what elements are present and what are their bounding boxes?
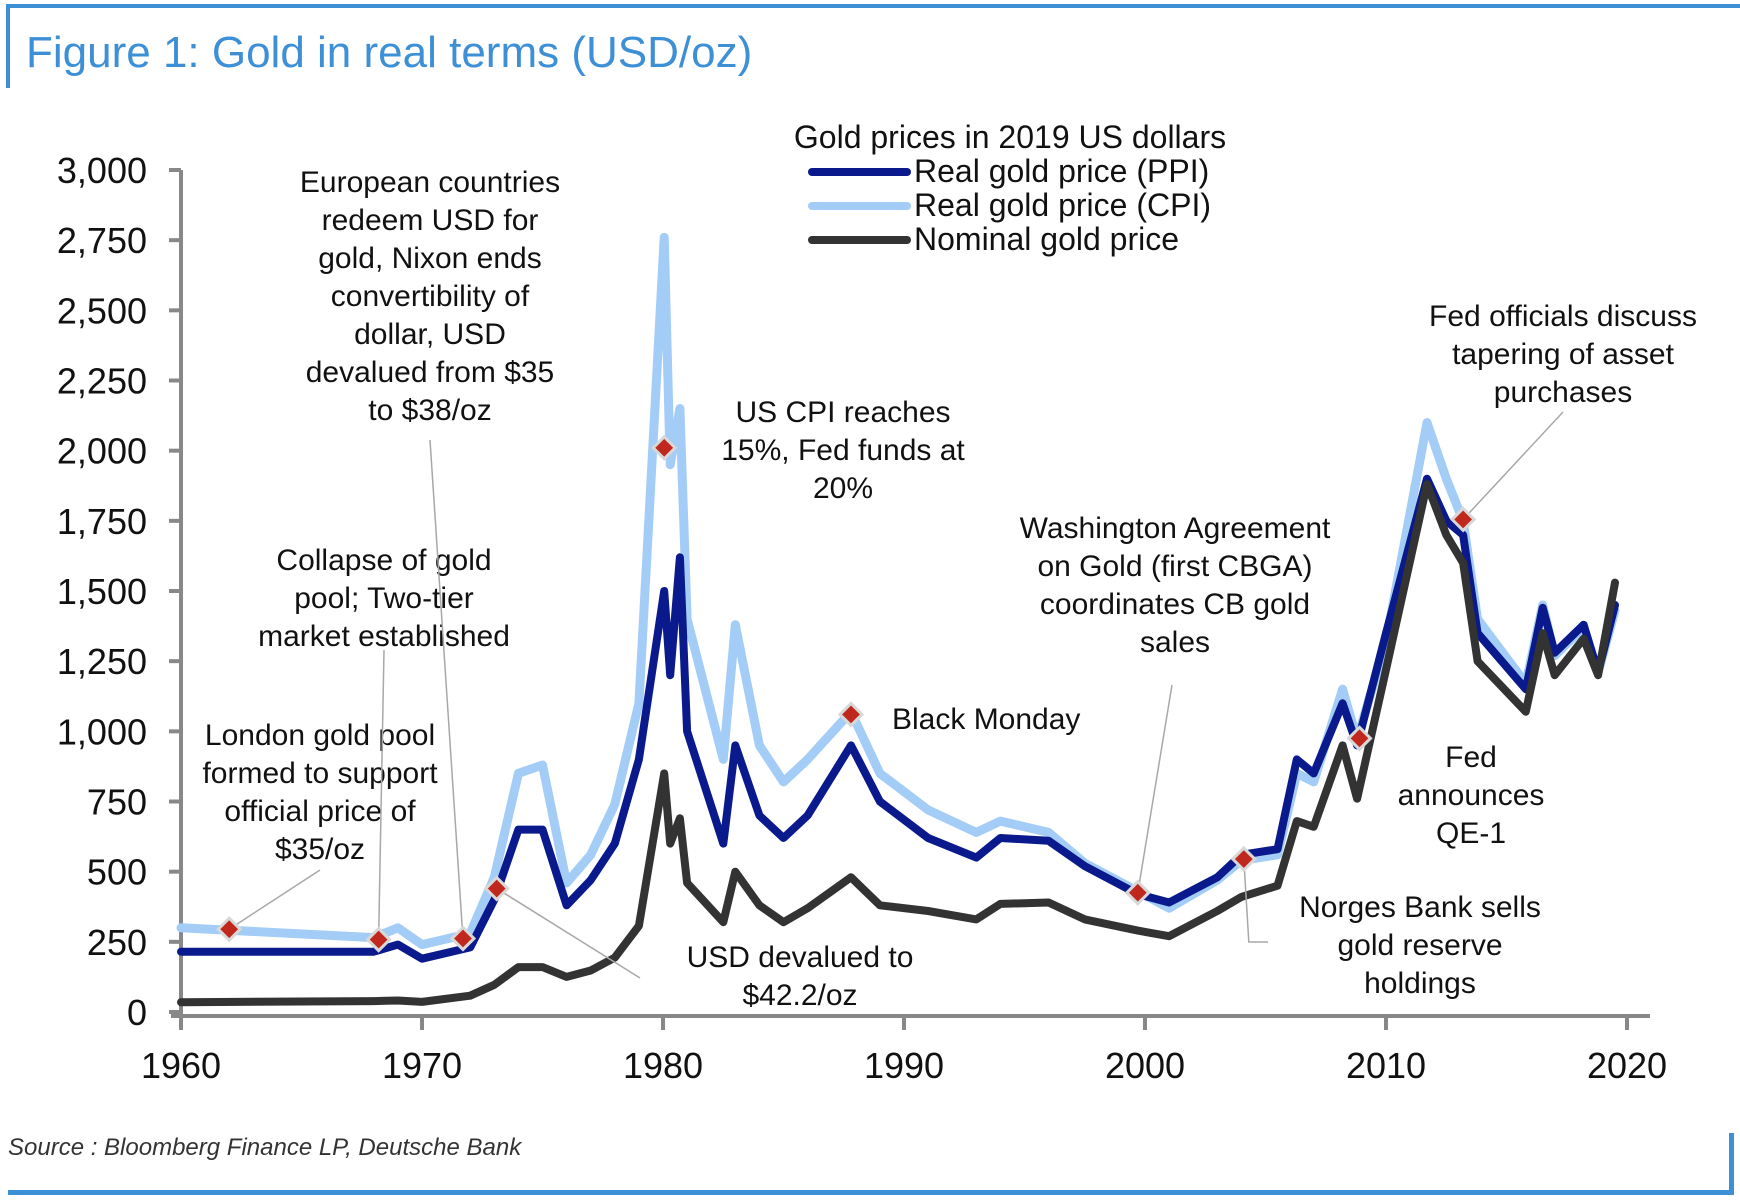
annotation-leader-line (377, 649, 385, 940)
y-tick-label: 1,500 (57, 571, 147, 612)
legend-item-real-cpi-label: Real gold price (CPI) (914, 187, 1211, 223)
annotation-line: Norges Bank sells (1299, 891, 1541, 924)
x-tick-label: 1970 (382, 1045, 462, 1086)
annotation-leader-line (1462, 411, 1564, 520)
annotation-line: announces (1398, 779, 1545, 812)
annotation-line: European countries (300, 166, 560, 199)
legend-title: Gold prices in 2019 US dollars (794, 119, 1226, 155)
annotation-line: market established (258, 620, 510, 653)
annotation-line: Fed (1445, 741, 1497, 774)
y-tick-label: 1,250 (57, 641, 147, 682)
frame-bottom-border (8, 1190, 1734, 1195)
y-tick-label: 2,500 (57, 290, 147, 331)
annotation-leader-line (228, 869, 321, 930)
annotation-line: formed to support (202, 757, 438, 790)
annotation-leader-line (1243, 858, 1268, 943)
y-tick-label: 3,000 (57, 150, 147, 191)
x-tick-label: 2000 (1105, 1045, 1185, 1086)
annotation-line: to $38/oz (368, 394, 491, 427)
annotation-leader-line (1137, 684, 1173, 893)
annotation-line: holdings (1364, 967, 1476, 1000)
annotation-line: Collapse of gold (276, 544, 491, 577)
annotation-line: London gold pool (205, 719, 435, 752)
x-tick-label: 1990 (864, 1045, 944, 1086)
series-line-nominal (177, 480, 1619, 1007)
annotation-line: coordinates CB gold (1040, 588, 1310, 621)
event-marker (1449, 506, 1477, 533)
annotation-line: USD devalued to (687, 941, 914, 974)
annotation-label: Norges Bank sells gold reserve holdings (1299, 891, 1541, 1000)
annotation-line: on Gold (first CBGA) (1037, 550, 1312, 583)
y-tick-label: 2,750 (57, 220, 147, 261)
annotation-line: US CPI reaches (735, 396, 950, 429)
annotation-line: QE-1 (1436, 817, 1506, 850)
y-tick-label: 0 (127, 992, 147, 1033)
annotation-leader-line (429, 439, 464, 939)
event-marker (216, 916, 243, 943)
event-marker (1346, 725, 1373, 752)
event-marker (1230, 845, 1257, 873)
event-marker (1124, 879, 1151, 906)
y-tick-label: 250 (87, 922, 147, 963)
y-tick-label: 1,750 (57, 501, 147, 542)
annotation-line: Fed officials discuss (1429, 300, 1697, 333)
y-tick-label: 1,000 (57, 711, 147, 752)
series-line-real-cpi (176, 232, 1620, 950)
event-marker (651, 434, 678, 461)
annotation-line: pool; Two-tier (294, 582, 474, 615)
legend-item-nominal-label: Nominal gold price (914, 221, 1179, 257)
annotation-line: 15%, Fed funds at (721, 434, 965, 467)
annotation-line: gold, Nixon ends (318, 242, 541, 275)
annotation-label: European countries redeem USD for gold, Ni… (300, 166, 560, 427)
event-marker (449, 925, 477, 952)
annotation-line: dollar, USD (354, 318, 506, 351)
event-marker (365, 926, 392, 953)
source-note: Source : Bloomberg Finance LP, Deutsche … (8, 1134, 522, 1161)
annotation-line: convertibility of (331, 280, 530, 313)
annotation-line: devalued from $35 (306, 356, 555, 389)
x-tick-label: 1980 (623, 1045, 703, 1086)
annotation-label: USD devalued to $42.2/oz (687, 941, 914, 1012)
series-layer (176, 232, 1620, 1007)
annotation-line: sales (1140, 626, 1210, 659)
annotation-line: gold reserve (1337, 929, 1502, 962)
x-tick-label: 2010 (1346, 1045, 1426, 1086)
event-marker (837, 701, 865, 728)
frame-right-border (1729, 1133, 1734, 1195)
series-line-real-ppi (177, 474, 1619, 963)
frame-top-border (6, 4, 1740, 8)
y-tick-label: 750 (87, 782, 147, 823)
annotation-line: Black Monday (892, 703, 1080, 736)
annotation-line: redeem USD for (322, 204, 539, 237)
x-tick-label: 2020 (1587, 1045, 1667, 1086)
annotation-line: official price of (224, 795, 416, 828)
annotation-line: 20% (813, 472, 873, 505)
annotation-line: tapering of asset (1452, 338, 1674, 371)
axes: 0 250 500 750 1,000 1,250 1,500 1,750 2,000 2,250… (57, 150, 1667, 1086)
annotation-label: London gold pool formed to support officia… (202, 719, 438, 866)
annotation-label: Fed announces QE-1 (1398, 741, 1545, 850)
frame-left-border (6, 4, 10, 88)
annotation-label: Collapse of gold pool; Two-tier market est… (258, 544, 510, 653)
annotation-label: US CPI reaches 15%, Fed funds at 20% (721, 396, 965, 505)
legend-item-real-ppi-label: Real gold price (PPI) (914, 153, 1209, 189)
annotation-label: Washington Agreement on Gold (first CBGA)… (1020, 512, 1331, 659)
annotation-line: $35/oz (275, 833, 365, 866)
annotation-leader-line (496, 887, 641, 979)
annotation-label: Fed officials discuss tapering of asset pu… (1429, 300, 1697, 409)
annotation-line: Washington Agreement (1020, 512, 1331, 545)
annotation-line: purchases (1494, 376, 1632, 409)
annotations-layer: London gold pool formed to support officia… (202, 166, 1697, 1012)
y-tick-label: 2,250 (57, 361, 147, 402)
annotation-label: Black Monday (892, 703, 1080, 736)
event-marker (483, 875, 510, 902)
x-tick-label: 1960 (141, 1045, 221, 1086)
y-tick-label: 500 (87, 852, 147, 893)
annotation-line: $42.2/oz (742, 979, 857, 1012)
y-tick-label: 2,000 (57, 431, 147, 472)
figure-title: Figure 1: Gold in real terms (USD/oz) (26, 28, 753, 77)
